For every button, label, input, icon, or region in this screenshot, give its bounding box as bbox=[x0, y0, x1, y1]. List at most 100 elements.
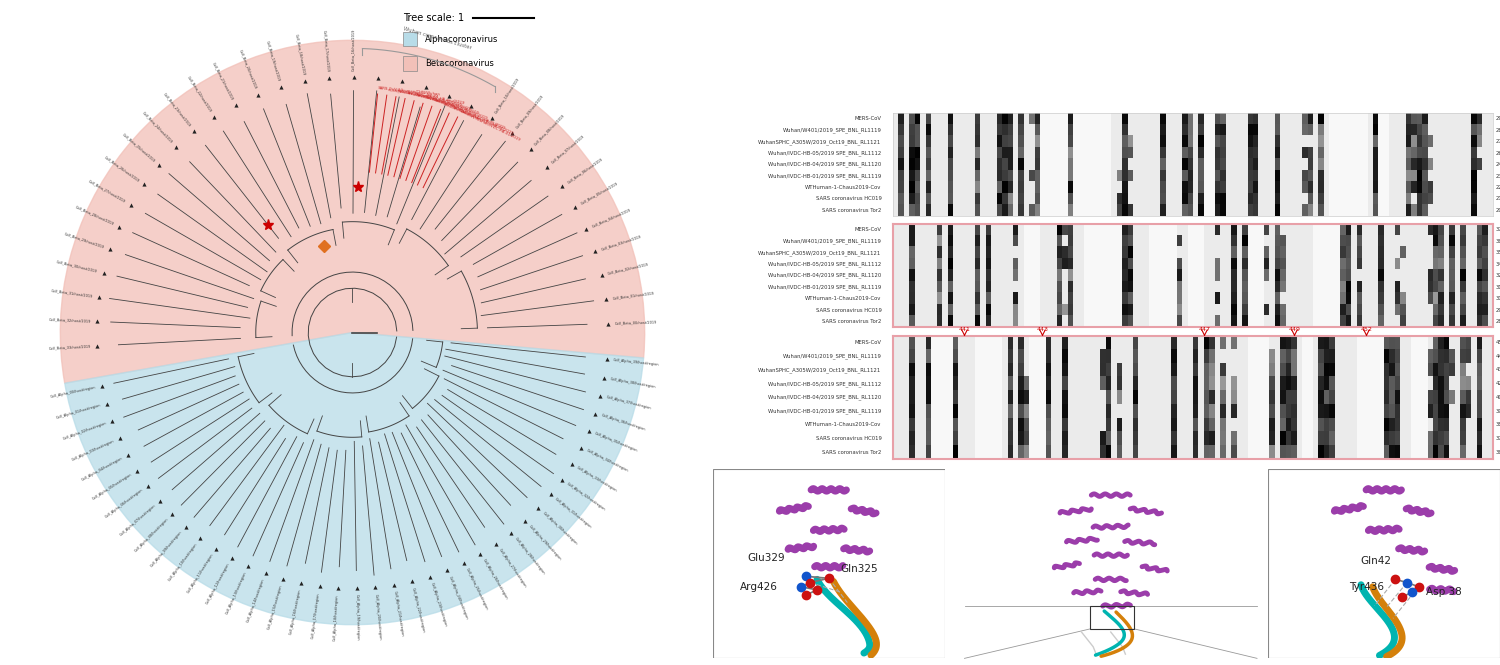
Text: 384: 384 bbox=[1496, 422, 1500, 427]
Text: CoV_Alpha_35/host/region: CoV_Alpha_35/host/region bbox=[594, 432, 638, 453]
Text: BetaCoV/Wuhan/IVDC-HB-env/2019: BetaCoV/Wuhan/IVDC-HB-env/2019 bbox=[396, 88, 465, 105]
Text: 304: 304 bbox=[1496, 296, 1500, 301]
Text: CoV_Beta_00/host/2019: CoV_Beta_00/host/2019 bbox=[614, 320, 657, 325]
Text: CoV_Alpha_28/host/region: CoV_Alpha_28/host/region bbox=[513, 537, 546, 576]
Text: 296: 296 bbox=[1496, 116, 1500, 121]
Text: CoV_Alpha_37/host/region: CoV_Alpha_37/host/region bbox=[606, 395, 652, 411]
Text: 449: 449 bbox=[1288, 327, 1300, 332]
Text: 364: 364 bbox=[1496, 239, 1500, 244]
Text: 200: 200 bbox=[1496, 208, 1500, 213]
Text: 376: 376 bbox=[1496, 227, 1500, 232]
Text: CoV_Alpha_22/host/region: CoV_Alpha_22/host/region bbox=[411, 587, 426, 633]
Text: 441: 441 bbox=[958, 327, 970, 332]
Text: CoV_Alpha_03/host/region: CoV_Alpha_03/host/region bbox=[70, 439, 116, 462]
Text: Glu329: Glu329 bbox=[747, 553, 784, 563]
Text: CoV_Alpha_36/host/region: CoV_Alpha_36/host/region bbox=[600, 414, 645, 432]
Text: CoV_Alpha_29/host/region: CoV_Alpha_29/host/region bbox=[528, 525, 562, 561]
Text: BetaCoV/Wuhan/IVDC-HB-05/2019: BetaCoV/Wuhan/IVDC-HB-05/2019 bbox=[442, 102, 506, 130]
Text: CoV_Beta_04/host/2019: CoV_Beta_04/host/2019 bbox=[591, 207, 632, 228]
Text: CoV_Alpha_15/host/region: CoV_Alpha_15/host/region bbox=[267, 584, 284, 630]
Text: CoV_Alpha_16/host/region: CoV_Alpha_16/host/region bbox=[290, 589, 302, 635]
Text: nCoV_Wuhan_IVDC_HB_01: nCoV_Wuhan_IVDC_HB_01 bbox=[387, 87, 439, 98]
Text: CoV_Alpha_06/host/region: CoV_Alpha_06/host/region bbox=[105, 488, 144, 519]
Text: 408: 408 bbox=[1496, 395, 1500, 400]
Text: Gln42: Gln42 bbox=[1360, 555, 1392, 566]
Bar bbox=[404, 57, 417, 70]
Text: Wuhan/IVDC-HB-04/2019 SPE_BNL_RL1120: Wuhan/IVDC-HB-04/2019 SPE_BNL_RL1120 bbox=[768, 394, 882, 400]
Text: CoV_Beta_23/host/2019: CoV_Beta_23/host/2019 bbox=[164, 92, 192, 128]
Text: CoV_Beta_25/host/2019: CoV_Beta_25/host/2019 bbox=[122, 132, 156, 162]
Text: 284: 284 bbox=[1496, 128, 1500, 133]
Text: CoV_Beta_09/host/2019: CoV_Beta_09/host/2019 bbox=[514, 94, 544, 129]
Text: 420: 420 bbox=[1496, 381, 1500, 386]
Text: 212: 212 bbox=[1496, 196, 1500, 201]
Text: CoV_Alpha_08/host/region: CoV_Alpha_08/host/region bbox=[134, 517, 170, 553]
Text: CoV_Alpha_17/host/region: CoV_Alpha_17/host/region bbox=[310, 592, 321, 638]
Text: CoV_Alpha_00/host/region: CoV_Alpha_00/host/region bbox=[51, 385, 96, 398]
Text: WuhanSPHC_A305W/2019_Oct19_BNL_RL1121: WuhanSPHC_A305W/2019_Oct19_BNL_RL1121 bbox=[759, 367, 882, 373]
Text: BetaCoV/Wuhan/WIV07/2019: BetaCoV/Wuhan/WIV07/2019 bbox=[416, 93, 471, 112]
Text: SARS coronavirus HC019: SARS coronavirus HC019 bbox=[816, 307, 882, 313]
Text: Wuhan/IVDC-HB-05/2019 SPE_BNL_RL1112: Wuhan/IVDC-HB-05/2019 SPE_BNL_RL1112 bbox=[768, 381, 882, 386]
Text: SARS coronavirus HC019: SARS coronavirus HC019 bbox=[816, 436, 882, 441]
Text: 352: 352 bbox=[1496, 250, 1500, 255]
Text: BetaCoV/Wuhan/IVDC-HB-04/2019: BetaCoV/Wuhan/IVDC-HB-04/2019 bbox=[452, 106, 513, 136]
Text: Gln325: Gln325 bbox=[840, 564, 878, 574]
Text: WuhanSPHC_A305W/2019_Oct19_BNL_RL1121: WuhanSPHC_A305W/2019_Oct19_BNL_RL1121 bbox=[759, 250, 882, 255]
Text: CoV_Beta_05/host/2019: CoV_Beta_05/host/2019 bbox=[579, 182, 618, 205]
Text: CoV_Beta_02/host/2019: CoV_Beta_02/host/2019 bbox=[608, 262, 650, 276]
Text: CoV_Alpha_27/host/region: CoV_Alpha_27/host/region bbox=[498, 548, 528, 589]
Text: Alphacoronavirus: Alphacoronavirus bbox=[424, 35, 498, 44]
Text: Wuhan/IVDC-HB-04/2019 SPE_BNL_RL1120: Wuhan/IVDC-HB-04/2019 SPE_BNL_RL1120 bbox=[768, 273, 882, 279]
Wedge shape bbox=[64, 332, 644, 624]
Text: 452: 452 bbox=[1360, 327, 1372, 332]
Text: 292: 292 bbox=[1496, 307, 1500, 313]
Text: CoV_Beta_01/host/2019: CoV_Beta_01/host/2019 bbox=[612, 291, 654, 301]
Text: CoV_Beta_07/host/2019: CoV_Beta_07/host/2019 bbox=[550, 134, 585, 164]
Text: CoV_Alpha_05/host/region: CoV_Alpha_05/host/region bbox=[92, 473, 134, 501]
Text: BetaCoV/Wuhan/WIV06/2019: BetaCoV/Wuhan/WIV06/2019 bbox=[424, 96, 480, 116]
Text: CoV_Alpha_19/host/region: CoV_Alpha_19/host/region bbox=[354, 595, 360, 641]
Text: CoV_Alpha_07/host/region: CoV_Alpha_07/host/region bbox=[118, 503, 156, 537]
Text: Asp 38: Asp 38 bbox=[1425, 587, 1461, 597]
Text: 432: 432 bbox=[1496, 368, 1500, 372]
Text: 248: 248 bbox=[1496, 162, 1500, 167]
Text: SARS coronavirus Tor2: SARS coronavirus Tor2 bbox=[822, 319, 882, 324]
Text: WuhanSPHC_A305W/2019_Oct19_BNL_RL1121: WuhanSPHC_A305W/2019_Oct19_BNL_RL1121 bbox=[759, 139, 882, 144]
Text: CoV_Alpha_12/host/region: CoV_Alpha_12/host/region bbox=[206, 563, 231, 605]
Text: BetaCoV/Wuhan/WIV04/2019: BetaCoV/Wuhan/WIV04/2019 bbox=[433, 98, 488, 121]
Text: 316: 316 bbox=[1496, 285, 1500, 289]
Text: BetaCoV/Wuhan/IVDC-HB-01/2019: BetaCoV/Wuhan/IVDC-HB-01/2019 bbox=[459, 110, 522, 143]
Text: CoV_Alpha_18/host/region: CoV_Alpha_18/host/region bbox=[333, 594, 339, 640]
Text: 224: 224 bbox=[1496, 185, 1500, 190]
Text: CoV_Alpha_09/host/region: CoV_Alpha_09/host/region bbox=[150, 530, 183, 568]
Text: MERS-CoV: MERS-CoV bbox=[855, 340, 882, 345]
Text: Tyr436: Tyr436 bbox=[1348, 582, 1384, 592]
Text: SARS-CoV-2/human/CHN/Wuhan: SARS-CoV-2/human/CHN/Wuhan bbox=[378, 86, 441, 96]
Text: Wuhan/W401/2019_SPE_BNL_RL1119: Wuhan/W401/2019_SPE_BNL_RL1119 bbox=[783, 354, 882, 359]
Text: CoV_Alpha_04/host/region: CoV_Alpha_04/host/region bbox=[81, 456, 123, 482]
Text: CoV_Beta_27/host/2019: CoV_Beta_27/host/2019 bbox=[87, 179, 126, 203]
Text: CoV_Alpha_20/host/region: CoV_Alpha_20/host/region bbox=[374, 593, 382, 640]
Text: CoV_Alpha_32/host/region: CoV_Alpha_32/host/region bbox=[566, 481, 606, 511]
Text: Wuhan/IVDC-HB-05/2019 SPE_BNL_RL1112: Wuhan/IVDC-HB-05/2019 SPE_BNL_RL1112 bbox=[768, 150, 882, 156]
Text: 447: 447 bbox=[1198, 327, 1210, 332]
Text: CoV_Alpha_10/host/region: CoV_Alpha_10/host/region bbox=[168, 542, 198, 582]
Text: CoV_Beta_26/host/2019: CoV_Beta_26/host/2019 bbox=[104, 154, 140, 182]
Text: MERS-CoV: MERS-CoV bbox=[855, 116, 882, 121]
Text: CoV_Alpha_23/host/region: CoV_Alpha_23/host/region bbox=[429, 582, 447, 627]
Text: Arg426: Arg426 bbox=[741, 582, 778, 592]
Text: CoV_Beta_22/host/2019: CoV_Beta_22/host/2019 bbox=[186, 75, 213, 113]
Text: Wuhan/W401/2019_SPE_BNL_RL1119: Wuhan/W401/2019_SPE_BNL_RL1119 bbox=[783, 239, 882, 244]
Text: CoV_Alpha_21/host/region: CoV_Alpha_21/host/region bbox=[393, 591, 404, 637]
Text: CoV_Beta_24/host/2019: CoV_Beta_24/host/2019 bbox=[141, 111, 172, 144]
Bar bbox=[404, 32, 417, 47]
Text: CoV_Beta_03/host/2019: CoV_Beta_03/host/2019 bbox=[600, 234, 642, 251]
Text: 360: 360 bbox=[1496, 450, 1500, 454]
Text: 456: 456 bbox=[1496, 340, 1500, 345]
Text: 272: 272 bbox=[1496, 139, 1500, 144]
Text: CoV_Alpha_30/host/region: CoV_Alpha_30/host/region bbox=[542, 511, 578, 546]
Text: CoV_Alpha_25/host/region: CoV_Alpha_25/host/region bbox=[465, 567, 489, 611]
Text: CoV_Beta_21/host/2019: CoV_Beta_21/host/2019 bbox=[211, 61, 234, 100]
Text: BetaCoV/Wuhan/WIV02/2019: BetaCoV/Wuhan/WIV02/2019 bbox=[406, 90, 462, 107]
